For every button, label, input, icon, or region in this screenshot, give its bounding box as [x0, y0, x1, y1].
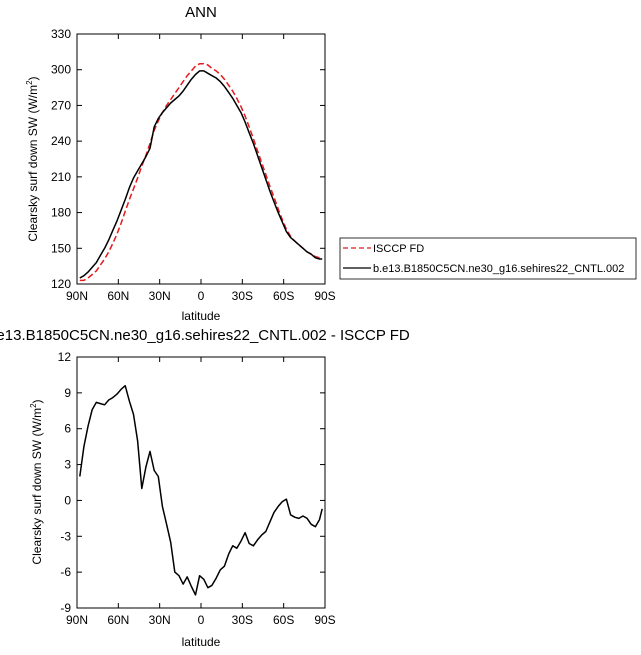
- bottom-y-axis-label: Clearsky surf down SW (W/m2): [29, 399, 44, 564]
- y-tick-label: 300: [51, 63, 71, 77]
- bottom-series-lines: [79, 384, 323, 596]
- series-line-difference: [79, 384, 323, 596]
- x-tick-label: 30S: [232, 613, 253, 627]
- x-tick-label: 90S: [314, 289, 335, 303]
- y-tick-label: -6: [60, 565, 71, 579]
- top-y-axis-label: Clearsky surf down SW (W/m2): [25, 76, 40, 241]
- x-tick-label: 60N: [107, 613, 129, 627]
- x-tick-label: 30S: [232, 289, 253, 303]
- y-tick-label: 0: [64, 493, 71, 507]
- top-series-lines: [79, 63, 323, 282]
- bottom-x-axis-label: latitude: [182, 635, 221, 649]
- series-line-model: [79, 70, 323, 279]
- x-tick-label: 30N: [149, 613, 171, 627]
- x-tick-label: 90S: [314, 613, 335, 627]
- legend-label-model: b.e13.B1850C5CN.ne30_g16.sehires22_CNTL.…: [373, 263, 624, 275]
- y-tick-label: 6: [64, 422, 71, 436]
- bottom-chart: .e13.B1850C5CN.ne30_g16.sehires22_CNTL.0…: [0, 327, 410, 649]
- x-tick-label: 0: [198, 613, 205, 627]
- y-tick-label: 3: [64, 458, 71, 472]
- y-tick-label: 210: [51, 170, 71, 184]
- bottom-x-ticks: 90N 60N 30N 0 30S 60S 90S: [66, 357, 336, 627]
- y-tick-label: 240: [51, 134, 71, 148]
- y-tick-label: 270: [51, 98, 71, 112]
- x-tick-label: 60S: [273, 613, 294, 627]
- top-chart: ANN 120 150 180 210 240 270 300 330 90N 60N 30N 0 3…: [25, 4, 336, 323]
- x-tick-label: 90N: [66, 613, 88, 627]
- x-tick-label: 60S: [273, 289, 294, 303]
- y-tick-label: 9: [64, 386, 71, 400]
- x-tick-label: 60N: [107, 289, 129, 303]
- top-x-ticks: 90N 60N 30N 0 30S 60S 90S: [66, 34, 336, 303]
- y-tick-label: -9: [60, 601, 71, 615]
- legend-label-isccp: ISCCP FD: [373, 243, 424, 255]
- y-tick-label: 150: [51, 241, 71, 255]
- bottom-y-ticks: -9 -6 -3 0 3 6 9 12: [58, 350, 325, 615]
- x-tick-label: 90N: [66, 289, 88, 303]
- legend: ISCCP FD b.e13.B1850C5CN.ne30_g16.sehire…: [339, 237, 637, 280]
- bottom-plot-frame: [76, 356, 326, 609]
- top-y-ticks: 120 150 180 210 240 270 300 330: [51, 27, 325, 291]
- bottom-chart-title: .e13.B1850C5CN.ne30_g16.sehires22_CNTL.0…: [0, 327, 410, 344]
- x-tick-label: 0: [198, 289, 205, 303]
- top-x-axis-label: latitude: [182, 309, 221, 323]
- y-tick-label: -3: [60, 529, 71, 543]
- y-tick-label: 180: [51, 206, 71, 220]
- series-line-isccp: [79, 63, 323, 282]
- y-tick-label: 330: [51, 27, 71, 41]
- legend-box: [339, 237, 637, 280]
- y-tick-label: 120: [51, 277, 71, 291]
- top-chart-title: ANN: [185, 4, 217, 21]
- y-tick-label: 12: [58, 350, 72, 364]
- x-tick-label: 30N: [149, 289, 171, 303]
